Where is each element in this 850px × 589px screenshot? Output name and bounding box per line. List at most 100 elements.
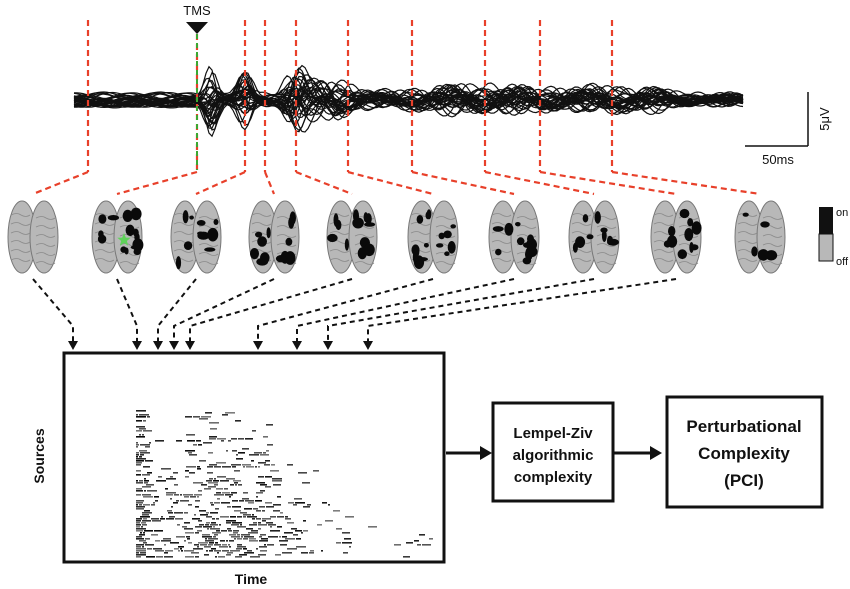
active-blob bbox=[182, 210, 189, 224]
matrix-cell bbox=[164, 552, 168, 554]
matrix-cell bbox=[265, 460, 270, 462]
matrix-cell bbox=[226, 478, 235, 480]
matrix-cell bbox=[136, 520, 141, 522]
matrix-cell bbox=[258, 462, 266, 464]
sample-time-markers bbox=[32, 20, 761, 196]
brain-map bbox=[7, 200, 59, 274]
matrix-cell bbox=[216, 488, 223, 490]
matrix-cell bbox=[242, 448, 249, 450]
matrix-cell bbox=[176, 440, 182, 442]
matrix-cell bbox=[228, 544, 230, 546]
matrix-cell bbox=[140, 516, 150, 518]
matrix-cell bbox=[272, 478, 282, 480]
matrix-cell bbox=[344, 538, 351, 540]
matrix-cell bbox=[199, 460, 206, 462]
matrix-cell bbox=[209, 464, 217, 466]
matrix-cell bbox=[152, 520, 161, 522]
matrix-cell bbox=[142, 524, 147, 526]
matrix-cell bbox=[170, 542, 179, 544]
matrix-cell bbox=[229, 534, 236, 536]
matrix-cell bbox=[155, 500, 158, 502]
matrix-cell bbox=[235, 484, 237, 486]
matrix-cell bbox=[136, 524, 141, 526]
matrix-cell bbox=[186, 536, 190, 538]
matrix-cell bbox=[136, 420, 142, 422]
active-blob bbox=[207, 227, 219, 242]
sample-connector bbox=[263, 171, 276, 195]
lz-line-3: complexity bbox=[514, 469, 593, 486]
active-blob bbox=[527, 234, 534, 244]
binary-matrix-frame bbox=[62, 351, 446, 564]
matrix-cell bbox=[266, 450, 269, 452]
matrix-cell bbox=[321, 550, 323, 552]
matrix-cell bbox=[214, 534, 218, 536]
brain-map bbox=[568, 200, 620, 274]
active-blob bbox=[668, 226, 676, 237]
matrix-cell bbox=[197, 546, 199, 548]
brain-map bbox=[407, 200, 459, 274]
matrix-cell bbox=[136, 556, 141, 558]
matrix-cell bbox=[322, 502, 327, 504]
active-blob bbox=[204, 247, 216, 252]
matrix-cell bbox=[237, 534, 240, 536]
matrix-cell bbox=[142, 494, 151, 496]
active-blob bbox=[523, 242, 532, 248]
active-blob bbox=[107, 215, 120, 221]
matrix-cell bbox=[236, 458, 243, 460]
matrix-cell bbox=[280, 512, 283, 514]
matrix-cell bbox=[234, 482, 238, 484]
matrix-cell bbox=[174, 484, 178, 486]
sample-connector bbox=[411, 170, 515, 196]
active-blob bbox=[183, 241, 193, 251]
matrix-cell bbox=[239, 500, 244, 502]
matrix-cell bbox=[216, 462, 226, 464]
matrix-cell bbox=[156, 480, 166, 482]
matrix-cell bbox=[239, 554, 247, 556]
matrix-cell bbox=[270, 530, 280, 532]
brain-map bbox=[248, 200, 300, 274]
matrix-cell bbox=[195, 500, 200, 502]
legend-on-label: on bbox=[836, 207, 848, 219]
matrix-cell bbox=[212, 518, 215, 520]
matrix-cell bbox=[187, 440, 195, 442]
matrix-cell bbox=[419, 534, 425, 536]
active-blob bbox=[575, 236, 586, 249]
active-blob bbox=[416, 215, 424, 224]
matrix-cell bbox=[213, 536, 216, 538]
matrix-cell bbox=[136, 526, 140, 528]
active-blob bbox=[98, 214, 107, 224]
active-blob bbox=[130, 207, 142, 221]
matrix-cell bbox=[136, 482, 143, 484]
matrix-cell bbox=[202, 534, 210, 536]
sample-connector bbox=[195, 170, 246, 196]
matrix-cell bbox=[136, 518, 142, 520]
matrix-cell bbox=[221, 440, 224, 442]
matrix-cell bbox=[185, 532, 194, 534]
matrix-cell bbox=[252, 518, 255, 520]
matrix-cell bbox=[237, 546, 246, 548]
matrix-cell bbox=[136, 554, 146, 556]
matrix-cell bbox=[273, 504, 281, 506]
matrix-cell bbox=[243, 466, 245, 468]
matrix-cell bbox=[143, 542, 147, 544]
active-blob bbox=[594, 211, 601, 224]
matrix-cell bbox=[206, 550, 208, 552]
matrix-cell bbox=[205, 412, 212, 414]
scale-bar: 50ms 5μV bbox=[745, 92, 832, 167]
matrix-cell bbox=[136, 464, 141, 466]
matrix-cell bbox=[288, 502, 294, 504]
active-blob bbox=[289, 211, 296, 225]
scale-time-label: 50ms bbox=[762, 152, 794, 167]
matrix-cell bbox=[285, 516, 288, 518]
matrix-cell bbox=[167, 510, 172, 512]
matrix-cell bbox=[236, 454, 238, 456]
matrix-cell bbox=[217, 552, 219, 554]
matrix-cell bbox=[136, 546, 141, 548]
matrix-cell bbox=[193, 444, 197, 446]
matrix-cell bbox=[226, 522, 231, 524]
matrix-cell bbox=[136, 502, 143, 504]
matrix-cell bbox=[185, 450, 195, 452]
matrix-cell bbox=[136, 414, 138, 416]
active-blob bbox=[601, 229, 607, 242]
pipeline: Lempel-Ziv algorithmic complexity Pertur… bbox=[446, 395, 824, 509]
